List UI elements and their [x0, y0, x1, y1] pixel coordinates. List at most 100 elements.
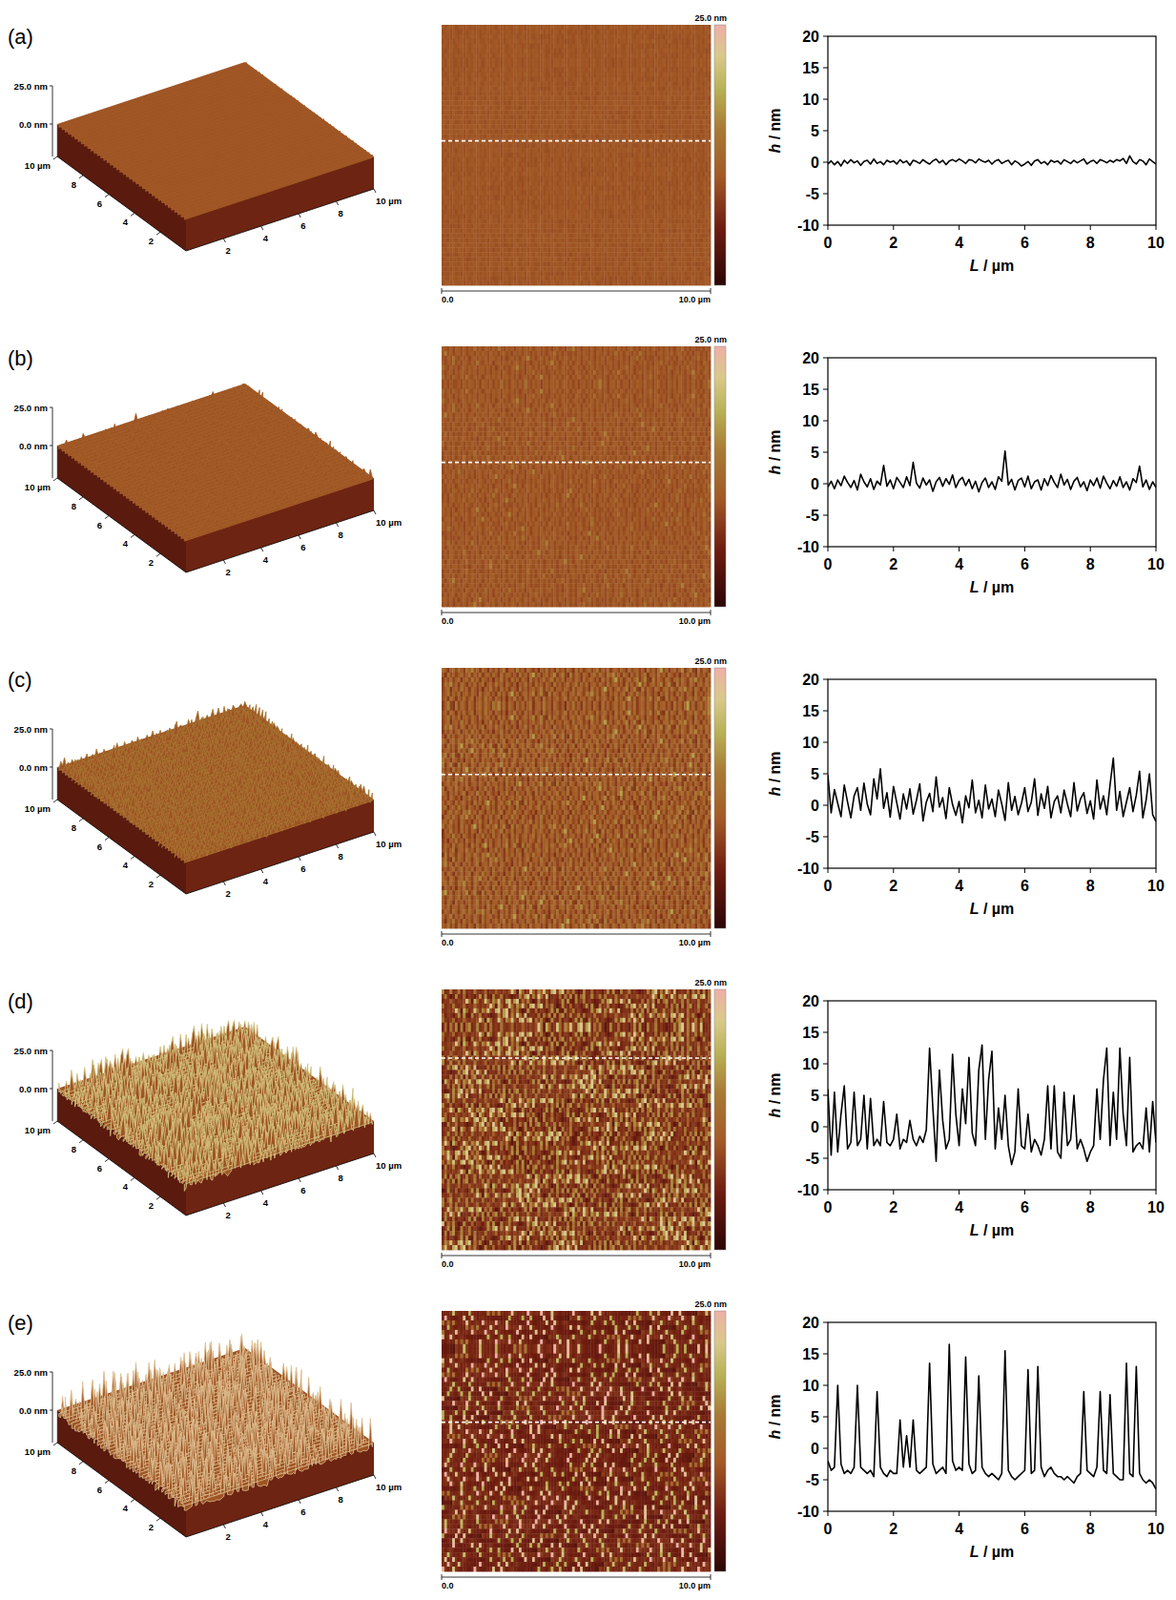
- map-pixel: [553, 39, 557, 44]
- map-pixel: [457, 114, 461, 120]
- map-pixel: [550, 100, 554, 105]
- map-pixel: [639, 109, 642, 115]
- map-pixel: [508, 67, 512, 73]
- map-pixel: [700, 29, 703, 35]
- map-pixel: [646, 58, 650, 63]
- map-pixel: [577, 39, 580, 44]
- map-pixel: [643, 72, 647, 78]
- map-pixel: [606, 43, 610, 49]
- map-pixel: [662, 100, 666, 105]
- map-pixel: [630, 72, 634, 78]
- map-pixel: [649, 53, 653, 59]
- map-pixel: [588, 82, 592, 87]
- map-pixel: [489, 104, 493, 110]
- map-pixel: [460, 100, 464, 105]
- map-pixel: [566, 77, 570, 83]
- map-pixel: [447, 43, 451, 49]
- map-pixel: [598, 24, 602, 30]
- map-pixel: [526, 43, 530, 49]
- map-pixel: [553, 104, 557, 110]
- map-pixel: [553, 62, 557, 68]
- map-pixel: [667, 77, 671, 83]
- map-pixel: [601, 95, 605, 101]
- map-pixel: [636, 109, 640, 115]
- map-pixel: [532, 77, 536, 83]
- tick-label: 2: [148, 235, 154, 247]
- map-pixel: [636, 100, 640, 105]
- map-pixel: [582, 109, 586, 115]
- map-pixel: [707, 62, 711, 68]
- tick: [130, 212, 135, 216]
- map-pixel: [633, 24, 637, 30]
- map-pixel: [625, 53, 629, 59]
- map-pixel: [569, 29, 573, 35]
- map-pixel: [700, 34, 703, 40]
- map-pixel: [707, 58, 711, 63]
- map-pixel: [575, 58, 578, 63]
- map-pixel: [486, 104, 490, 110]
- map-pixel: [486, 24, 490, 30]
- map-pixel: [577, 67, 580, 73]
- map-pixel: [667, 72, 671, 78]
- map-pixel: [569, 100, 573, 105]
- map-pixel: [598, 48, 602, 54]
- map-pixel: [495, 90, 498, 96]
- map-pixel: [614, 109, 618, 115]
- map-pixel: [508, 62, 512, 68]
- map-pixel: [481, 62, 485, 68]
- map-pixel: [660, 58, 663, 63]
- map-pixel: [505, 39, 509, 44]
- map-pixel: [505, 90, 509, 96]
- map-pixel: [665, 95, 669, 101]
- map-pixel: [590, 67, 594, 73]
- map-pixel: [462, 104, 466, 110]
- map-pixel: [680, 90, 684, 96]
- map-pixel: [603, 82, 607, 87]
- map-pixel: [441, 95, 445, 101]
- map-pixel: [649, 39, 653, 44]
- map-pixel: [561, 34, 565, 40]
- map-pixel: [625, 86, 629, 92]
- map-pixel: [601, 58, 605, 63]
- map-pixel: [575, 109, 578, 115]
- map-pixel: [649, 86, 653, 92]
- map-pixel: [683, 39, 687, 44]
- map-pixel: [524, 48, 528, 54]
- map-pixel: [577, 62, 580, 68]
- map-pixel: [598, 86, 602, 92]
- map-pixel: [660, 43, 663, 49]
- map-pixel: [569, 90, 573, 96]
- map-pixel: [542, 58, 546, 63]
- tick-label: 6: [300, 220, 306, 231]
- map-pixel: [633, 43, 637, 49]
- map-pixel: [508, 58, 512, 63]
- map-pixel: [585, 58, 589, 63]
- map-pixel: [497, 90, 501, 96]
- map-pixel: [572, 67, 576, 73]
- map-pixel: [640, 62, 644, 68]
- map-pixel: [665, 77, 669, 83]
- map-pixel: [686, 34, 690, 40]
- map-pixel: [643, 86, 647, 92]
- map-pixel: [689, 58, 693, 63]
- map-pixel: [449, 77, 453, 83]
- map-pixel: [481, 58, 485, 63]
- map-pixel: [636, 62, 640, 68]
- map-pixel: [702, 62, 706, 68]
- map-pixel: [601, 48, 605, 54]
- map-pixel: [539, 48, 543, 54]
- map-pixel: [646, 100, 650, 105]
- map-pixel: [619, 39, 623, 44]
- map-pixel: [486, 86, 490, 92]
- map-pixel: [505, 100, 509, 105]
- map-pixel: [537, 62, 541, 68]
- map-pixel: [471, 95, 475, 101]
- map-pixel: [444, 114, 448, 120]
- map-pixel: [497, 95, 501, 101]
- map-pixel: [652, 29, 656, 35]
- map-pixel: [667, 67, 671, 73]
- map-pixel: [704, 58, 708, 63]
- map-pixel: [447, 114, 451, 120]
- map-pixel: [588, 43, 592, 49]
- map-pixel: [601, 82, 605, 87]
